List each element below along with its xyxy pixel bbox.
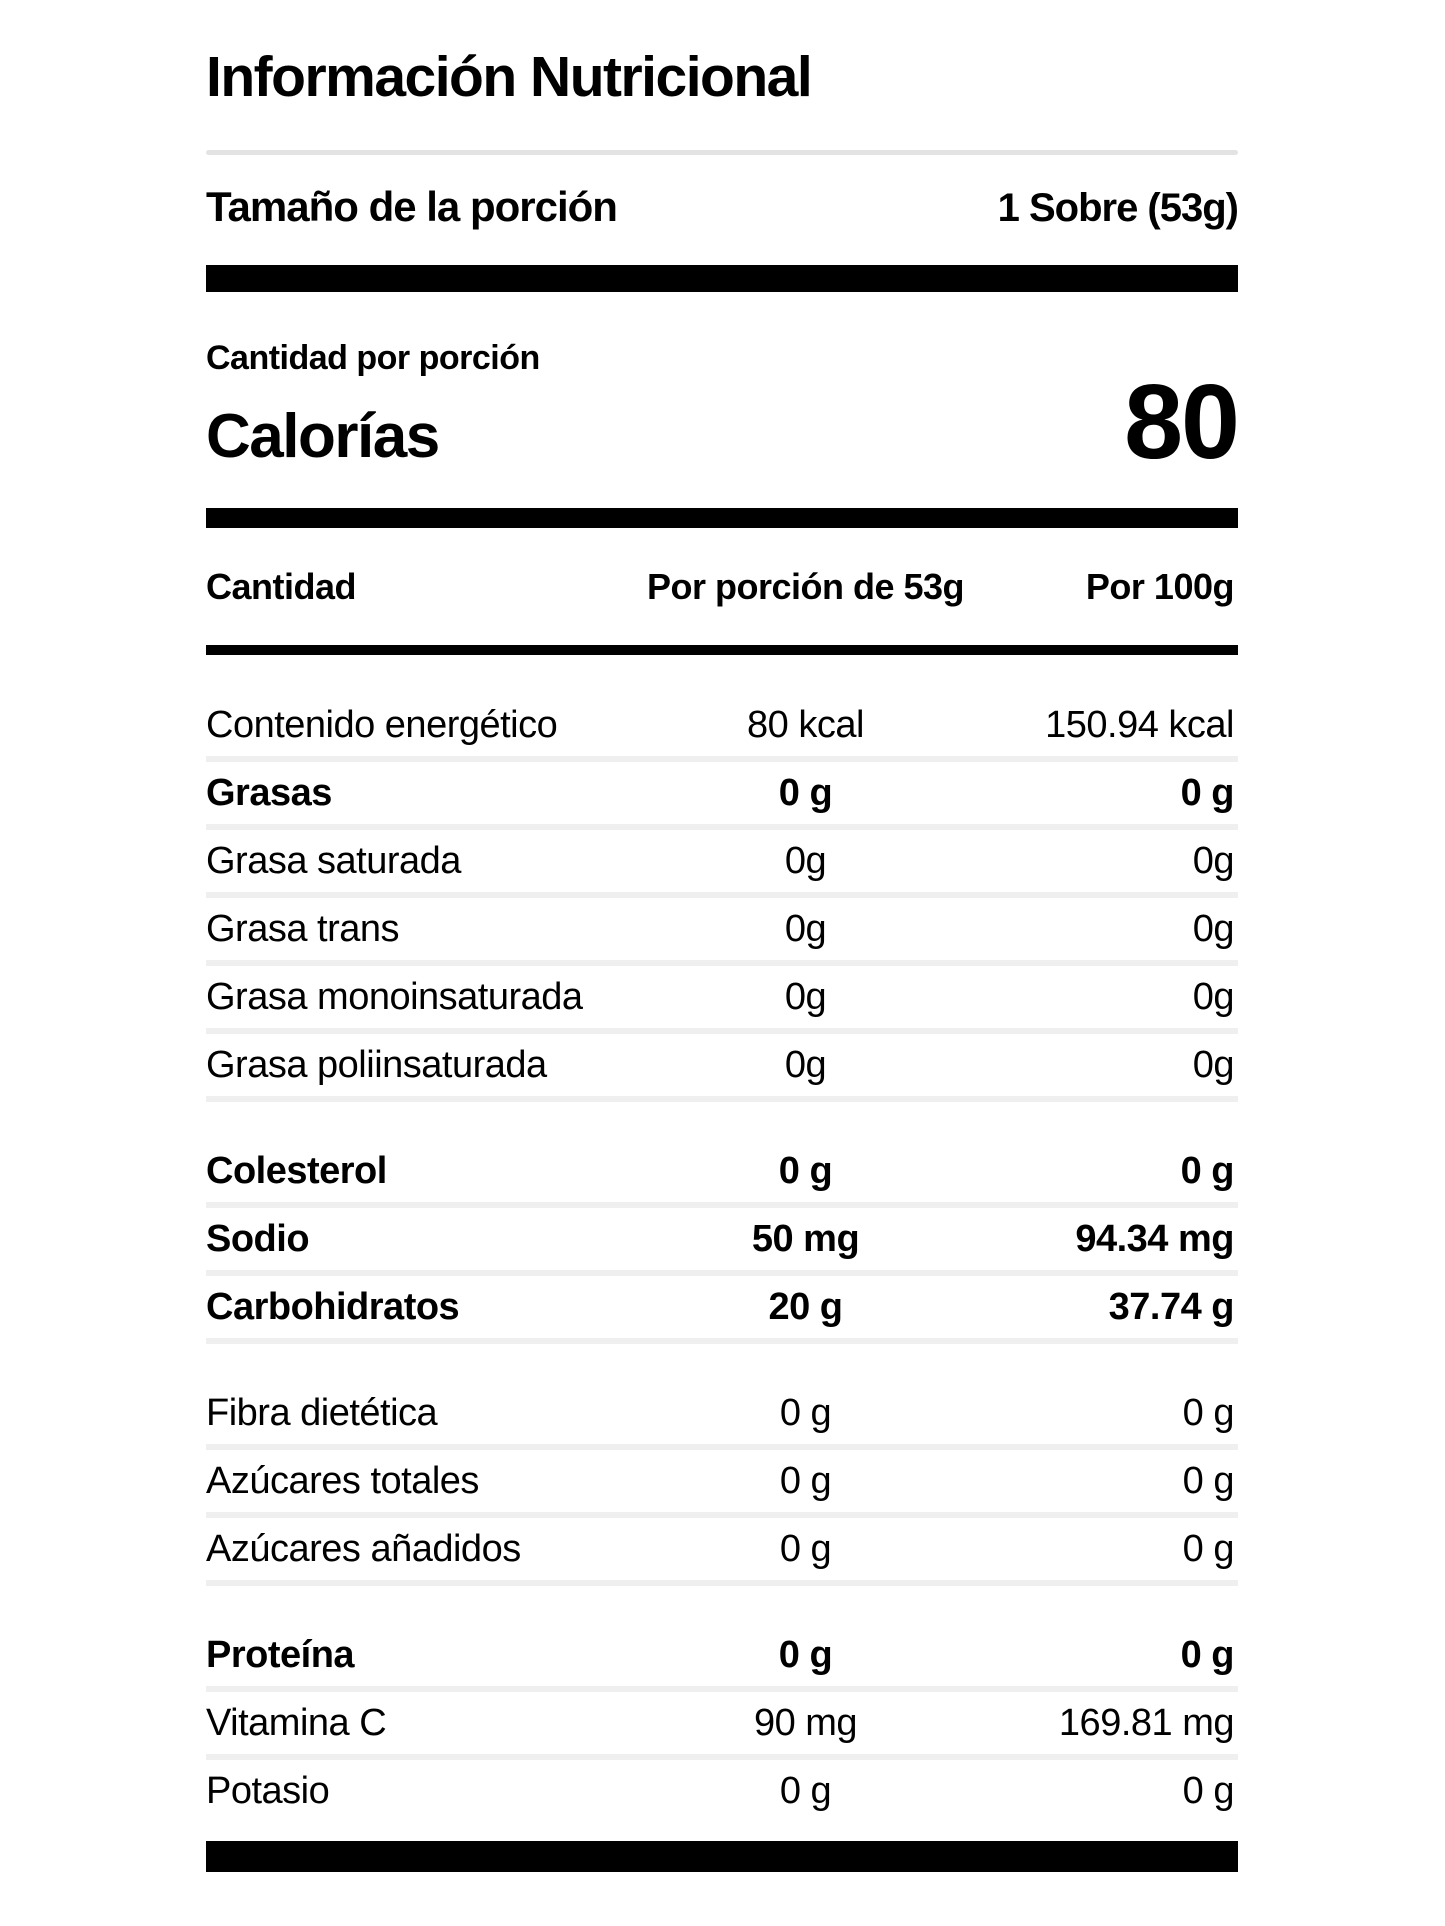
per-100g-value: 0 g bbox=[1180, 1149, 1235, 1192]
table-header-row: Cantidad Por porción de 53g Por 100g bbox=[206, 565, 1238, 608]
nutrient-group: Colesterol 0 g 0 g Sodio 50 mg 94.34 mg Carboh… bbox=[206, 1140, 1238, 1345]
per-100g-value: 94.34 mg bbox=[1075, 1217, 1234, 1260]
per-100g-value: 0 g bbox=[1182, 1527, 1235, 1570]
nutrient-name: Grasas bbox=[206, 771, 332, 814]
per-serving-value: 20 g bbox=[768, 1285, 843, 1328]
table-row: Sodio 50 mg 94.34 mg bbox=[206, 1208, 1238, 1277]
per-serving-value: 0g bbox=[784, 839, 827, 882]
per-serving-value: 0 g bbox=[778, 1149, 833, 1192]
nutrient-group: Fibra dietética 0 g 0 g Azúcares totales 0 g… bbox=[206, 1382, 1238, 1587]
table-row: Potasio 0 g 0 g bbox=[206, 1760, 1238, 1822]
header-per-100g: Por 100g bbox=[1085, 565, 1235, 607]
nutrient-name: Carbohidratos bbox=[206, 1285, 460, 1328]
nutrient-group: Proteína 0 g 0 g Vitamina C 90 mg 169.81 mg Po… bbox=[206, 1624, 1238, 1822]
table-row: Grasa trans 0g 0g bbox=[206, 898, 1238, 967]
page-title: Información Nutricional bbox=[206, 45, 813, 109]
nutrient-name: Sodio bbox=[206, 1217, 310, 1260]
serving-size-row: Tamaño de la porción 1 Sobre (53g) bbox=[206, 182, 1239, 232]
per-serving-value: 0 g bbox=[779, 1769, 832, 1812]
per-serving-value: 0 g bbox=[778, 1633, 833, 1676]
per-100g-value: 169.81 mg bbox=[1058, 1701, 1235, 1744]
table-row: Proteína 0 g 0 g bbox=[206, 1624, 1238, 1693]
per-100g-value: 0g bbox=[1192, 907, 1235, 950]
per-serving-value: 0g bbox=[784, 975, 827, 1018]
table-row: Fibra dietética 0 g 0 g bbox=[206, 1382, 1238, 1451]
nutrient-name: Potasio bbox=[206, 1769, 330, 1812]
bottom-bar bbox=[206, 1841, 1238, 1873]
nutrition-label: Información Nutricional Tamaño de la por… bbox=[206, 0, 1240, 1873]
table-row: Vitamina C 90 mg 169.81 mg bbox=[206, 1692, 1238, 1761]
nutrient-name: Grasa poliinsaturada bbox=[206, 1043, 547, 1086]
table-row: Grasa saturada 0g 0g bbox=[206, 830, 1238, 899]
table-row: Colesterol 0 g 0 g bbox=[206, 1140, 1238, 1209]
per-100g-value: 0 g bbox=[1182, 1459, 1235, 1502]
calories-label: Calorías bbox=[206, 401, 440, 471]
table-row: Carbohidratos 20 g 37.74 g bbox=[206, 1276, 1238, 1345]
per-serving-value: 0 g bbox=[779, 1391, 832, 1434]
per-serving-value: 0 g bbox=[779, 1527, 832, 1570]
per-100g-value: 150.94 kcal bbox=[1045, 703, 1234, 746]
header-rule bbox=[206, 645, 1238, 656]
per-100g-value: 0 g bbox=[1182, 1391, 1235, 1434]
per-100g-value: 0g bbox=[1192, 839, 1235, 882]
header-amount: Cantidad bbox=[206, 565, 357, 607]
nutrient-table: Contenido energético 80 kcal 150.94 kcal Gr… bbox=[206, 694, 1238, 1822]
calories-value: 80 bbox=[1124, 362, 1240, 481]
per-serving-value: 0 g bbox=[778, 771, 833, 814]
serving-size-label: Tamaño de la porción bbox=[206, 182, 618, 230]
per-serving-value: 0g bbox=[784, 907, 827, 950]
table-row: Grasas 0 g 0 g bbox=[206, 762, 1238, 831]
table-row: Grasa monoinsaturada 0g 0g bbox=[206, 966, 1238, 1035]
nutrient-name: Grasa trans bbox=[206, 907, 400, 950]
per-serving-value: 0g bbox=[784, 1043, 827, 1086]
serving-size-value: 1 Sobre (53g) bbox=[997, 185, 1239, 230]
amount-per-serving-label: Cantidad por porción bbox=[206, 338, 540, 377]
nutrient-name: Fibra dietética bbox=[206, 1391, 438, 1434]
nutrient-name: Grasa saturada bbox=[206, 839, 461, 882]
nutrient-name: Azúcares totales bbox=[206, 1459, 479, 1502]
table-row: Azúcares añadidos 0 g 0 g bbox=[206, 1518, 1238, 1587]
table-row: Contenido energético 80 kcal 150.94 kcal bbox=[206, 694, 1238, 763]
per-serving-value: 50 mg bbox=[751, 1217, 860, 1260]
table-row: Azúcares totales 0 g 0 g bbox=[206, 1450, 1238, 1519]
table-row: Grasa poliinsaturada 0g 0g bbox=[206, 1034, 1238, 1103]
title-divider bbox=[206, 149, 1238, 155]
per-100g-value: 0 g bbox=[1180, 771, 1235, 814]
calories-section: Cantidad por porción Calorías 80 bbox=[206, 292, 1240, 475]
nutrient-group: Contenido energético 80 kcal 150.94 kcal Gr… bbox=[206, 694, 1238, 1103]
nutrient-name: Grasa monoinsaturada bbox=[206, 975, 583, 1018]
nutrient-name: Proteína bbox=[206, 1633, 355, 1676]
per-serving-value: 0 g bbox=[779, 1459, 832, 1502]
nutrient-name: Azúcares añadidos bbox=[206, 1527, 521, 1570]
header-per-serving: Por porción de 53g bbox=[646, 565, 965, 607]
separator-bar-top bbox=[206, 264, 1238, 292]
per-100g-value: 0g bbox=[1192, 975, 1235, 1018]
per-100g-value: 0 g bbox=[1182, 1769, 1235, 1812]
per-serving-value: 90 mg bbox=[753, 1701, 858, 1744]
per-100g-value: 37.74 g bbox=[1108, 1285, 1235, 1328]
per-serving-value: 80 kcal bbox=[747, 703, 864, 746]
nutrient-name: Colesterol bbox=[206, 1149, 387, 1192]
per-100g-value: 0g bbox=[1192, 1043, 1235, 1086]
nutrient-name: Vitamina C bbox=[206, 1701, 387, 1744]
nutrient-name: Contenido energético bbox=[206, 703, 558, 746]
per-100g-value: 0 g bbox=[1180, 1633, 1235, 1676]
separator-bar-calories bbox=[206, 507, 1238, 528]
